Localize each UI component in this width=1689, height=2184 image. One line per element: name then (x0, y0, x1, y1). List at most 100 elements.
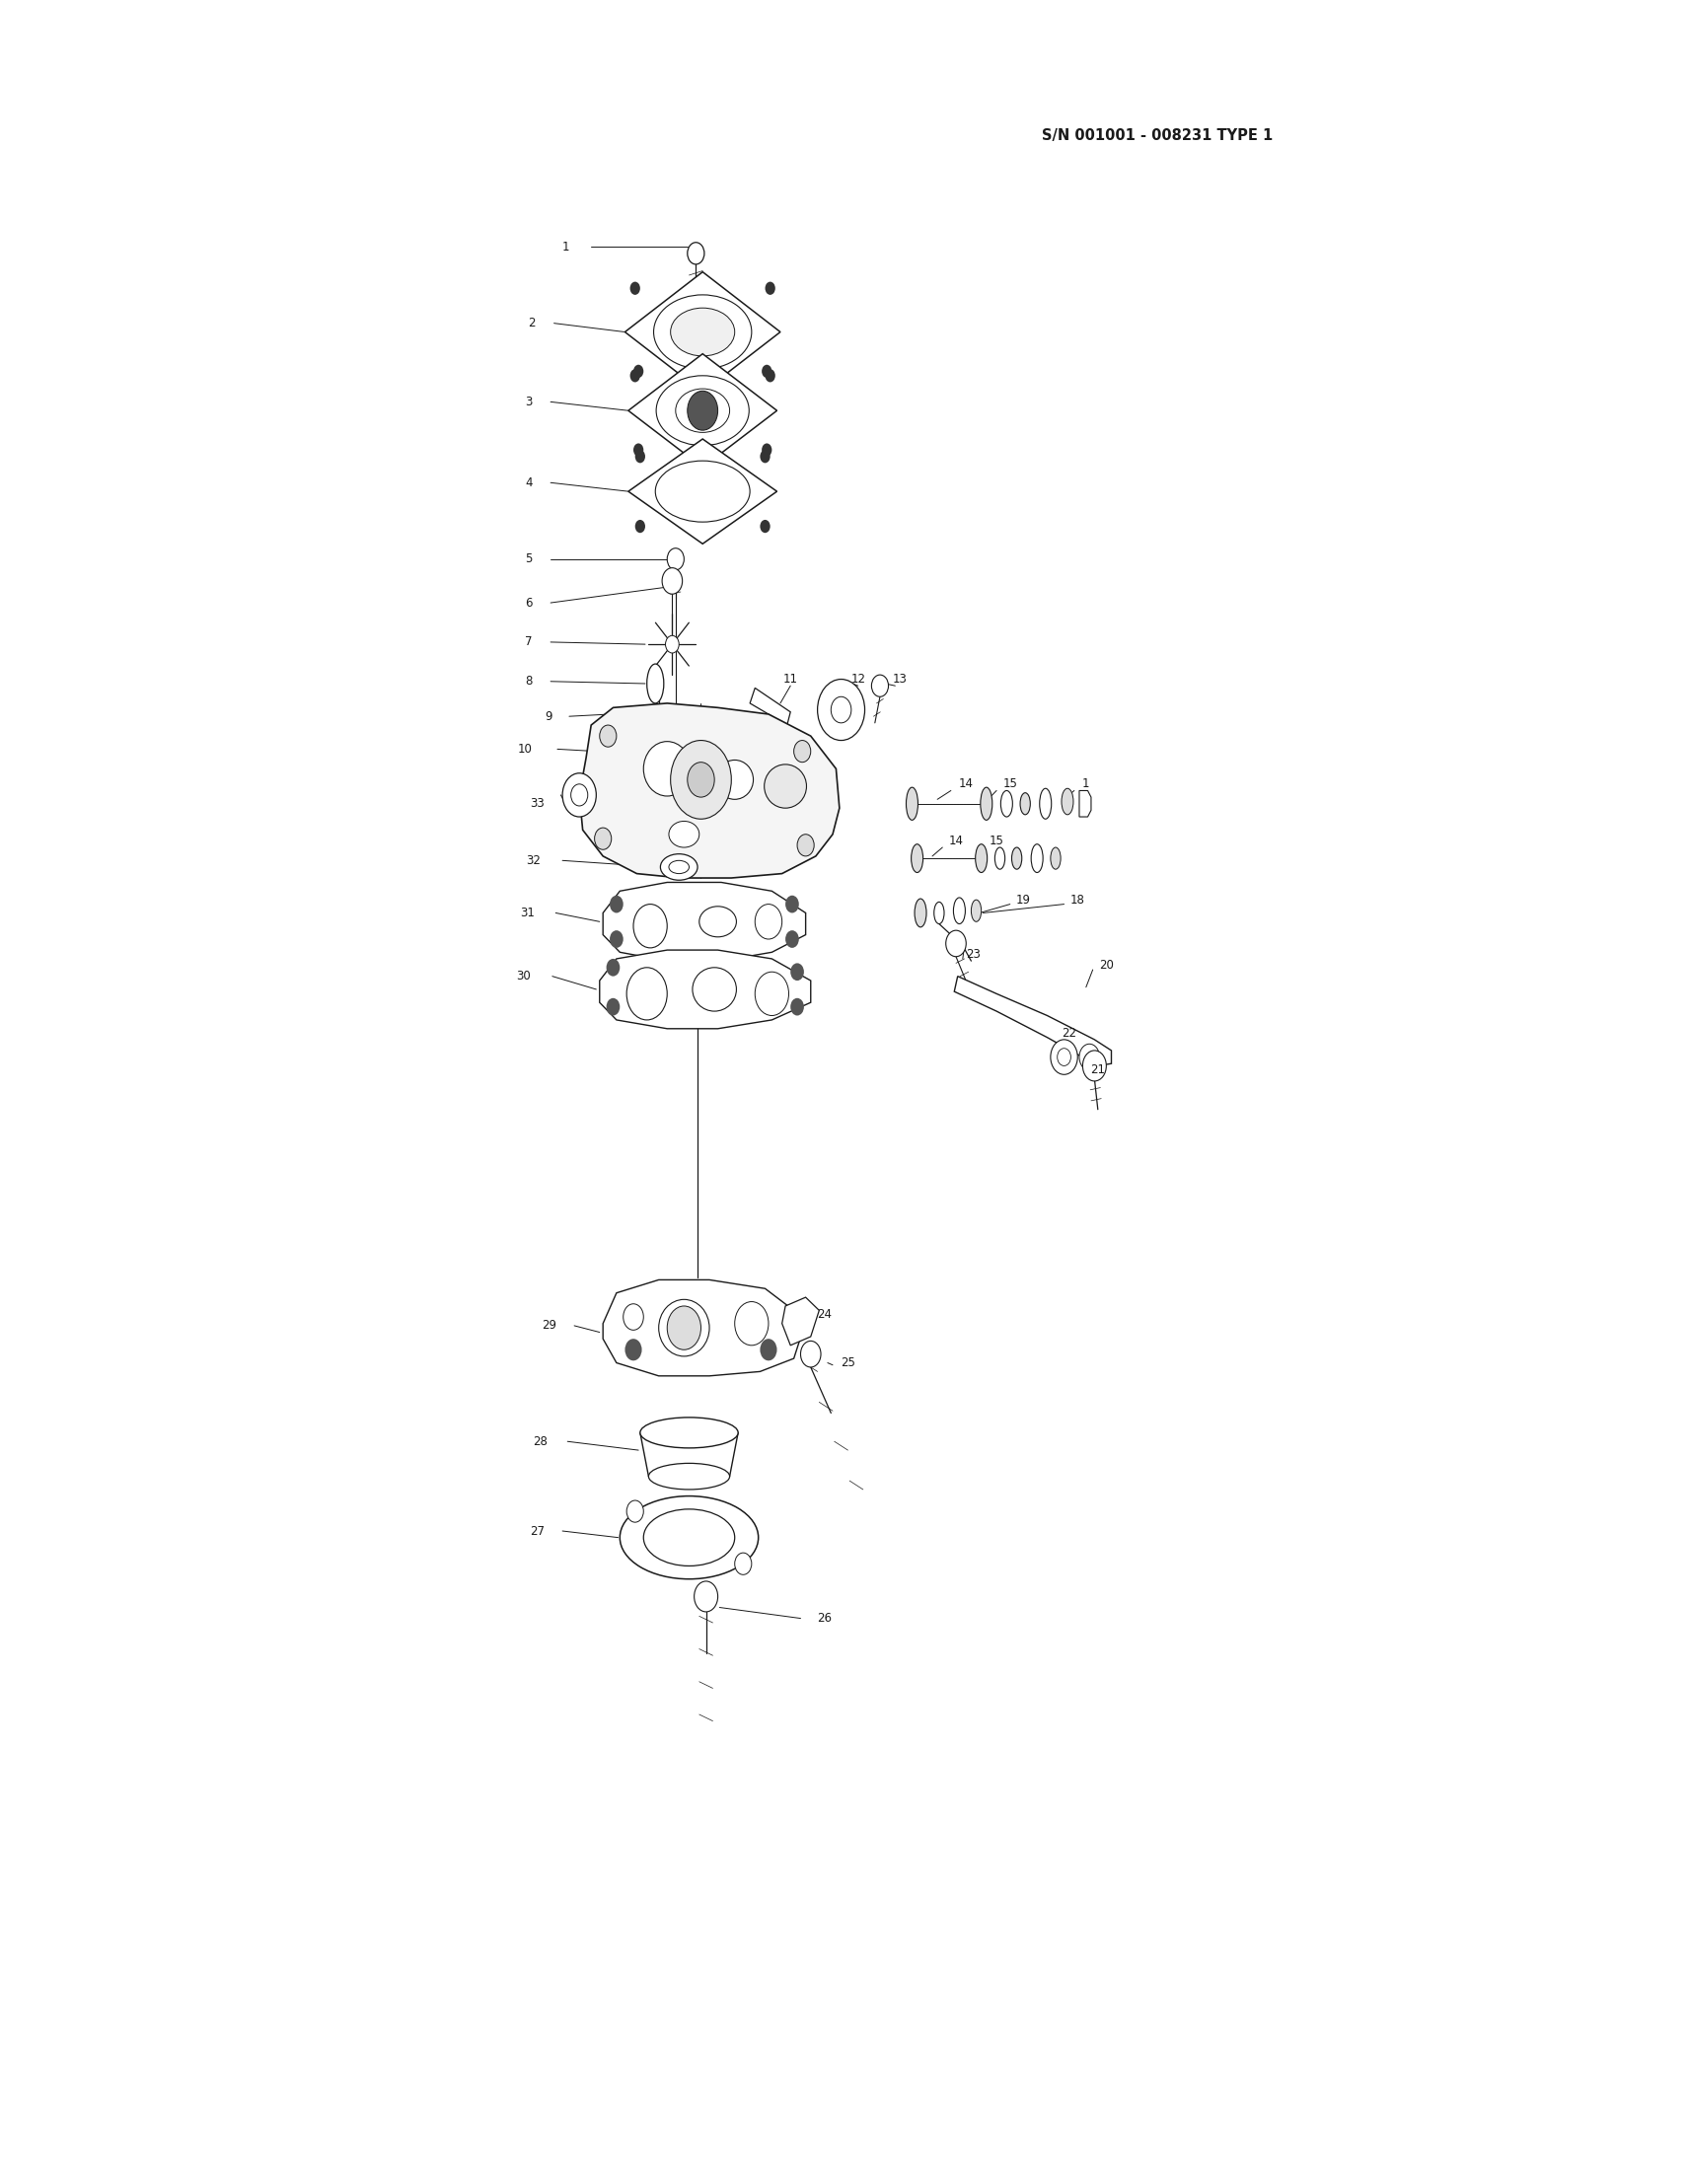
Text: 5: 5 (525, 553, 532, 566)
Polygon shape (603, 1280, 802, 1376)
Ellipse shape (676, 389, 730, 432)
Text: 1: 1 (562, 240, 569, 253)
Circle shape (687, 762, 714, 797)
Circle shape (633, 443, 644, 456)
Polygon shape (954, 976, 1111, 1066)
Ellipse shape (669, 821, 699, 847)
Circle shape (627, 968, 667, 1020)
Polygon shape (625, 273, 780, 393)
Ellipse shape (692, 968, 736, 1011)
Text: 33: 33 (530, 797, 544, 810)
Circle shape (667, 548, 684, 570)
Polygon shape (628, 354, 777, 467)
Circle shape (785, 895, 799, 913)
Ellipse shape (669, 860, 689, 874)
Ellipse shape (953, 898, 964, 924)
Text: 20: 20 (1100, 959, 1113, 972)
Ellipse shape (763, 764, 806, 808)
Text: 15: 15 (990, 834, 1003, 847)
Ellipse shape (915, 898, 927, 928)
Circle shape (755, 972, 789, 1016)
Circle shape (627, 1500, 644, 1522)
Text: 2: 2 (529, 317, 535, 330)
Ellipse shape (912, 845, 924, 874)
Circle shape (1051, 1040, 1078, 1075)
Circle shape (760, 450, 770, 463)
Ellipse shape (934, 902, 944, 924)
Ellipse shape (660, 854, 698, 880)
Circle shape (667, 1306, 701, 1350)
Text: 12: 12 (851, 673, 865, 686)
Circle shape (790, 998, 804, 1016)
Ellipse shape (620, 1496, 758, 1579)
Ellipse shape (905, 788, 919, 821)
Circle shape (735, 1302, 768, 1345)
Text: 8: 8 (525, 675, 532, 688)
Ellipse shape (649, 1463, 730, 1489)
Text: 10: 10 (519, 743, 532, 756)
Ellipse shape (647, 664, 664, 703)
Circle shape (625, 1339, 642, 1361)
Ellipse shape (1040, 788, 1051, 819)
Circle shape (630, 282, 640, 295)
Polygon shape (579, 703, 839, 878)
Circle shape (687, 242, 704, 264)
Ellipse shape (659, 1299, 709, 1356)
Ellipse shape (980, 788, 991, 821)
Circle shape (1057, 1048, 1071, 1066)
Ellipse shape (640, 1417, 738, 1448)
Text: 30: 30 (517, 970, 530, 983)
Ellipse shape (654, 295, 752, 369)
Text: 19: 19 (1017, 893, 1030, 906)
Circle shape (765, 369, 775, 382)
Circle shape (633, 904, 667, 948)
Circle shape (606, 998, 620, 1016)
Polygon shape (628, 439, 777, 544)
Circle shape (755, 904, 782, 939)
Text: 14: 14 (959, 778, 973, 791)
Ellipse shape (1000, 791, 1013, 817)
Ellipse shape (1051, 847, 1061, 869)
Text: 3: 3 (525, 395, 532, 408)
Text: 29: 29 (542, 1319, 556, 1332)
Text: 15: 15 (1003, 778, 1017, 791)
Ellipse shape (1012, 847, 1022, 869)
Circle shape (785, 930, 799, 948)
Text: 27: 27 (530, 1524, 544, 1538)
Text: 25: 25 (841, 1356, 855, 1369)
Ellipse shape (699, 906, 736, 937)
Circle shape (794, 740, 811, 762)
Text: 21: 21 (1091, 1064, 1105, 1077)
Text: 18: 18 (1071, 893, 1084, 906)
Circle shape (817, 679, 865, 740)
Text: 6: 6 (525, 596, 532, 609)
Circle shape (797, 834, 814, 856)
Text: 14: 14 (949, 834, 963, 847)
Text: 4: 4 (525, 476, 532, 489)
Text: 32: 32 (527, 854, 540, 867)
Polygon shape (600, 950, 811, 1029)
Circle shape (872, 675, 888, 697)
Circle shape (946, 930, 966, 957)
Text: 26: 26 (817, 1612, 831, 1625)
Text: 11: 11 (784, 673, 797, 686)
Text: 22: 22 (1062, 1026, 1076, 1040)
Ellipse shape (644, 1509, 735, 1566)
Circle shape (1079, 1044, 1100, 1070)
Circle shape (635, 450, 645, 463)
Circle shape (595, 828, 611, 850)
Polygon shape (750, 688, 790, 725)
Text: 24: 24 (817, 1308, 831, 1321)
Ellipse shape (655, 376, 750, 446)
Circle shape (762, 443, 772, 456)
Circle shape (831, 697, 851, 723)
Ellipse shape (644, 743, 691, 797)
Ellipse shape (995, 847, 1005, 869)
Ellipse shape (716, 760, 753, 799)
Text: 13: 13 (893, 673, 907, 686)
Circle shape (762, 365, 772, 378)
Circle shape (562, 773, 596, 817)
Circle shape (801, 1341, 821, 1367)
Circle shape (606, 959, 620, 976)
Polygon shape (603, 882, 806, 961)
